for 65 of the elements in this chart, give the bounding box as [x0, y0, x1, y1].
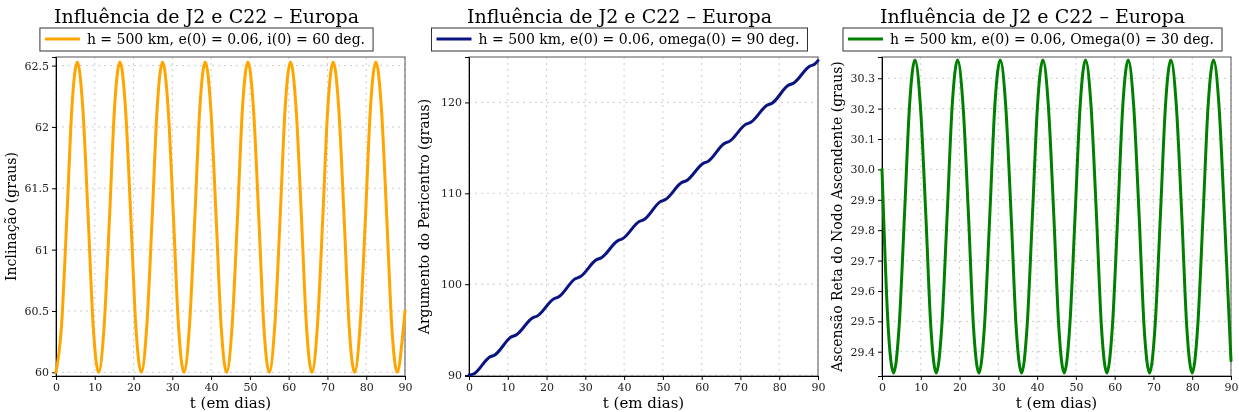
x-tick-label: 90 [1224, 380, 1239, 394]
y-tick-label: 61 [35, 243, 49, 257]
legend-label: h = 500 km, e(0) = 0.06, Omega(0) = 30 deg. [889, 31, 1215, 47]
x-tick-label: 10 [88, 380, 103, 394]
x-tick-label: 70 [1146, 380, 1161, 394]
y-tick-label: 62.5 [24, 59, 49, 73]
y-tick-label: 62 [35, 120, 49, 134]
x-tick-label: 70 [733, 380, 748, 394]
x-tick-label: 40 [1030, 380, 1045, 394]
y-axis-title: Ascensão Reta do Nodo Ascendente (graus) [829, 61, 845, 373]
x-tick-label: 10 [914, 380, 929, 394]
x-tick-label: 0 [53, 380, 60, 394]
x-tick-label: 30 [991, 380, 1006, 394]
x-tick-label: 20 [953, 380, 968, 394]
x-tick-label: 0 [466, 380, 473, 394]
y-tick-label: 30.2 [850, 102, 875, 116]
y-tick-label: 110 [441, 187, 462, 201]
x-tick-label: 80 [359, 380, 374, 394]
legend-label: h = 500 km, e(0) = 0.06, i(0) = 60 deg. [86, 31, 366, 47]
x-tick-label: 0 [879, 380, 886, 394]
x-tick-label: 60 [695, 380, 710, 394]
legend-label: h = 500 km, e(0) = 0.06, omega(0) = 90 deg. [478, 31, 800, 47]
y-tick-label: 60.5 [24, 304, 49, 318]
x-tick-label: 20 [127, 380, 142, 394]
y-tick-label: 120 [441, 96, 462, 110]
y-axis-title: Argumento do Pericentro (graus) [416, 98, 432, 336]
line-series [467, 59, 820, 377]
y-tick-label: 61.5 [24, 182, 49, 196]
x-tick-label: 50 [656, 380, 671, 394]
chart-title: Influência de J2 e C22 – Europa [879, 5, 1186, 27]
x-tick-label: 20 [540, 380, 555, 394]
x-tick-label: 30 [578, 380, 593, 394]
y-tick-label: 30.1 [850, 133, 875, 147]
y-tick-label: 29.7 [850, 254, 875, 268]
y-tick-label: 29.6 [850, 284, 875, 298]
y-tick-label: 29.5 [850, 315, 875, 329]
y-tick-label: 30.0 [850, 163, 875, 177]
y-tick-label: 29.4 [850, 345, 875, 359]
chart-title: Influência de J2 e C22 – Europa [53, 5, 360, 27]
y-tick-label: 100 [441, 278, 462, 292]
x-tick-label: 40 [204, 380, 219, 394]
y-tick-label: 30.3 [850, 72, 875, 86]
x-tick-label: 30 [165, 380, 180, 394]
x-tick-label: 70 [320, 380, 335, 394]
x-axis-title: t (em dias) [602, 394, 685, 412]
y-tick-label: 60 [35, 366, 49, 380]
x-tick-label: 50 [243, 380, 258, 394]
chart-title: Influência de J2 e C22 – Europa [466, 5, 773, 27]
x-tick-label: 80 [772, 380, 787, 394]
x-tick-label: 90 [811, 380, 826, 394]
line-series [880, 58, 1233, 375]
x-axis-title: t (em dias) [1015, 394, 1098, 412]
x-tick-label: 50 [1069, 380, 1084, 394]
y-tick-label: 29.8 [850, 224, 875, 238]
line-series [54, 60, 407, 374]
x-tick-label: 60 [1108, 380, 1123, 394]
y-tick-label: 90 [448, 369, 462, 383]
y-axis-title: Inclinação (graus) [3, 152, 19, 281]
x-tick-label: 40 [617, 380, 632, 394]
y-tick-label: 29.9 [850, 193, 875, 207]
x-tick-label: 10 [501, 380, 516, 394]
x-axis-title: t (em dias) [189, 394, 272, 412]
x-tick-label: 90 [398, 380, 413, 394]
x-tick-label: 60 [282, 380, 297, 394]
x-tick-label: 80 [1185, 380, 1200, 394]
